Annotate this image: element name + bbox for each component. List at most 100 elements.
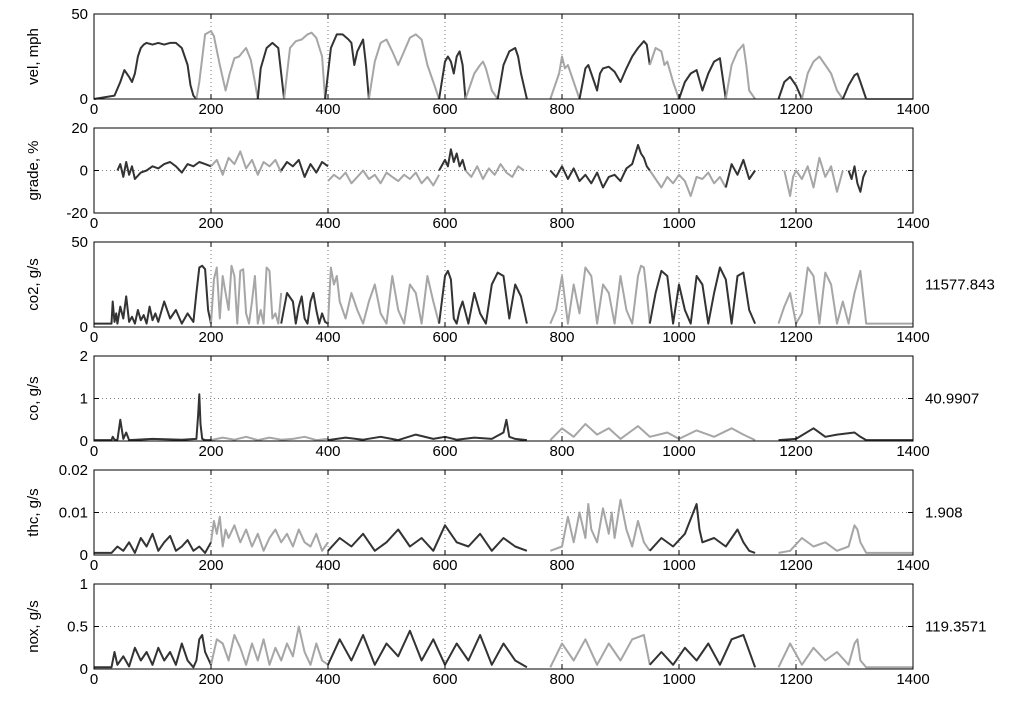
series-line <box>649 634 757 668</box>
y-tick-label: 20 <box>71 120 88 137</box>
x-tick-label: 1400 <box>896 443 929 460</box>
series-line <box>327 169 440 187</box>
x-tick-label: 400 <box>315 101 340 118</box>
x-tick-label: 600 <box>432 671 457 688</box>
series-line <box>549 634 651 668</box>
series-line <box>464 60 499 100</box>
x-tick-label: 1000 <box>662 443 695 460</box>
x-tick-label: 1200 <box>779 215 812 232</box>
x-tick-label: 1400 <box>896 215 929 232</box>
y-axis-label: vel, mph <box>25 28 42 85</box>
x-tick-label: 1400 <box>896 557 929 574</box>
total-annotation: 119.3571 <box>925 619 986 636</box>
series-line <box>724 43 756 100</box>
x-tick-label: 400 <box>315 329 340 346</box>
x-tick-label: 1200 <box>779 443 812 460</box>
x-tick-label: 1400 <box>896 329 929 346</box>
series-line <box>324 33 370 100</box>
y-tick-label: 50 <box>71 6 88 23</box>
x-tick-label: 800 <box>549 101 574 118</box>
y-tick-label: 0.02 <box>59 462 88 479</box>
series-line <box>778 524 913 554</box>
y-axis-label: grade, % <box>25 140 42 200</box>
series-line <box>777 75 803 100</box>
total-annotation: 11577.843 <box>925 277 995 294</box>
x-tick-label: 400 <box>315 443 340 460</box>
y-tick-label: 0.01 <box>59 505 88 522</box>
series-line <box>93 41 198 100</box>
x-tick-label: 1200 <box>779 557 812 574</box>
y-tick-label: 1 <box>80 391 88 408</box>
series-line <box>327 629 528 669</box>
series-line <box>578 40 651 100</box>
x-tick-label: 800 <box>549 557 574 574</box>
x-tick-label: 200 <box>198 671 223 688</box>
series-line <box>283 31 327 100</box>
x-tick-label: 0 <box>90 215 98 232</box>
series-line <box>800 55 844 100</box>
x-tick-label: 1200 <box>779 101 812 118</box>
series-line <box>94 634 212 669</box>
x-tick-label: 1400 <box>896 101 929 118</box>
series-line <box>648 169 727 197</box>
series-line <box>549 144 651 189</box>
x-tick-label: 600 <box>432 443 457 460</box>
x-tick-label: 1200 <box>779 329 812 346</box>
x-tick-label: 1000 <box>662 329 695 346</box>
x-tick-label: 1000 <box>662 215 695 232</box>
y-axis-label: thc, g/s <box>25 488 42 536</box>
y-tick-label: 0 <box>80 661 88 678</box>
series-line <box>438 50 467 100</box>
series-line <box>847 165 868 193</box>
x-tick-label: 800 <box>549 329 574 346</box>
series-line <box>438 148 467 171</box>
total-annotation: 40.9907 <box>925 391 979 408</box>
series-line <box>648 266 757 325</box>
series-line <box>778 427 913 442</box>
series-line <box>195 30 259 100</box>
series-line <box>438 269 528 325</box>
x-tick-label: 1000 <box>662 557 695 574</box>
y-tick-label: 0 <box>80 319 88 336</box>
x-tick-label: 800 <box>549 443 574 460</box>
y-tick-label: 50 <box>71 234 88 251</box>
x-tick-label: 1400 <box>896 671 929 688</box>
series-line <box>678 57 727 100</box>
y-tick-label: 0 <box>80 433 88 450</box>
y-tick-label: 0 <box>80 91 88 108</box>
y-axis-label: nox, g/s <box>25 600 42 653</box>
series-line <box>724 158 756 188</box>
x-tick-label: 400 <box>315 671 340 688</box>
x-tick-label: 0 <box>90 443 98 460</box>
series-line <box>549 498 651 552</box>
y-tick-label: 0.5 <box>67 619 88 636</box>
x-tick-label: 0 <box>90 101 98 118</box>
x-tick-label: 1000 <box>662 101 695 118</box>
x-tick-label: 200 <box>198 215 223 232</box>
y-tick-label: 0 <box>80 163 88 180</box>
series-line <box>327 418 528 442</box>
y-tick-label: 1 <box>80 576 88 593</box>
series-line <box>94 393 211 442</box>
plot-area <box>94 14 913 99</box>
x-tick-label: 800 <box>549 671 574 688</box>
series-line <box>464 163 525 180</box>
x-tick-label: 600 <box>432 215 457 232</box>
series-line <box>649 503 756 554</box>
x-tick-label: 1200 <box>779 671 812 688</box>
x-tick-label: 400 <box>315 557 340 574</box>
series-line <box>777 638 913 669</box>
x-tick-label: 600 <box>432 557 457 574</box>
plot-frame <box>93 241 914 328</box>
y-axis-label: co2, g/s <box>25 258 42 311</box>
series-line <box>783 156 844 197</box>
y-tick-label: 0 <box>80 547 88 564</box>
series-line <box>210 150 283 176</box>
x-tick-label: 1000 <box>662 671 695 688</box>
series-line <box>94 532 212 554</box>
series-line <box>327 524 528 552</box>
x-tick-label: 200 <box>198 557 223 574</box>
series-line <box>777 266 913 325</box>
series-line <box>210 435 329 442</box>
